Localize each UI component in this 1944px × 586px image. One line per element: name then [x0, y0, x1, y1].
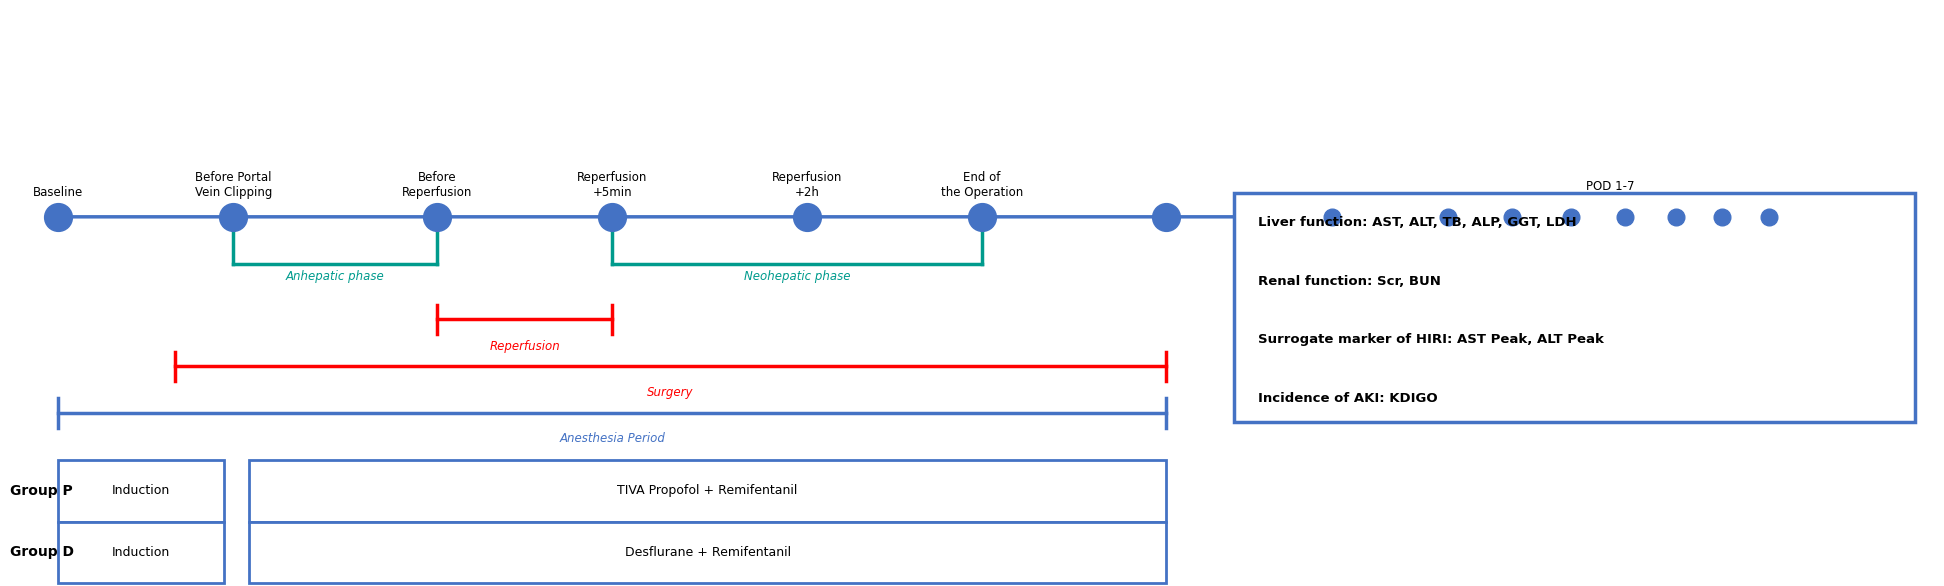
- Text: End of
the Operation: End of the Operation: [941, 171, 1023, 199]
- Bar: [58, 522, 224, 583]
- Bar: [249, 460, 1166, 522]
- Text: POD 1-7: POD 1-7: [1586, 180, 1635, 193]
- Text: Upon the
ICU Arrival: Upon the ICU Arrival: [1301, 255, 1363, 283]
- Text: Before
Reperfusion: Before Reperfusion: [402, 171, 472, 199]
- Bar: [58, 460, 224, 522]
- Text: Incidence of AKI: KDIGO: Incidence of AKI: KDIGO: [1258, 392, 1437, 405]
- Text: TIVA Propofol + Remifentanil: TIVA Propofol + Remifentanil: [618, 484, 797, 498]
- Text: Before Portal
Vein Clipping: Before Portal Vein Clipping: [194, 171, 272, 199]
- Text: Anhepatic phase: Anhepatic phase: [286, 270, 385, 282]
- Bar: [1234, 193, 1915, 422]
- Text: Baseline: Baseline: [33, 186, 84, 199]
- Text: Reperfusion
+2h: Reperfusion +2h: [772, 171, 842, 199]
- Text: Induction: Induction: [113, 484, 169, 498]
- Text: Surgery: Surgery: [647, 386, 694, 398]
- Text: Neohepatic phase: Neohepatic phase: [745, 270, 850, 282]
- Text: Reperfusion
+5min: Reperfusion +5min: [577, 171, 647, 199]
- Text: Reperfusion: Reperfusion: [490, 340, 560, 353]
- Text: Surrogate marker of HIRI: AST Peak, ALT Peak: Surrogate marker of HIRI: AST Peak, ALT …: [1258, 333, 1604, 346]
- Text: Desflurane + Remifentanil: Desflurane + Remifentanil: [624, 546, 791, 559]
- Text: Group P: Group P: [10, 484, 72, 498]
- Bar: [249, 522, 1166, 583]
- Text: Anesthesia Period: Anesthesia Period: [560, 432, 665, 445]
- Text: Renal function: Scr, BUN: Renal function: Scr, BUN: [1258, 275, 1441, 288]
- Text: Liver function: AST, ALT, TB, ALP, GGT, LDH: Liver function: AST, ALT, TB, ALP, GGT, …: [1258, 216, 1577, 229]
- Text: Induction: Induction: [113, 546, 169, 559]
- Text: Group D: Group D: [10, 546, 74, 559]
